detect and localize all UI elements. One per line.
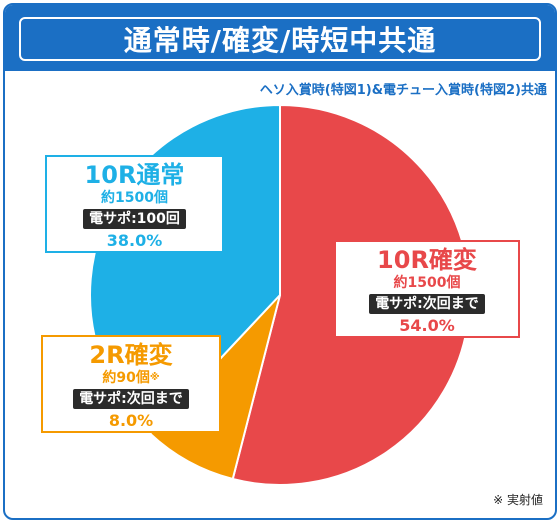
slice-label-2r-kakuhen: 2R確変 約90個※ 電サポ:次回まで 8.0% bbox=[41, 335, 221, 433]
slice-count: 約1500個 bbox=[101, 190, 168, 206]
slice-count: 約1500個 bbox=[393, 275, 461, 291]
footnote: ※ 実射値 bbox=[493, 493, 543, 507]
slice-percent: 38.0% bbox=[106, 231, 163, 250]
slice-percent: 8.0% bbox=[108, 411, 154, 430]
title-bar: 通常時/確変/時短中共通 bbox=[5, 5, 555, 71]
slice-count: 約90個※ bbox=[102, 370, 160, 386]
slice-label-10r-tsujo: 10R通常 約1500個 電サポ:100回 38.0% bbox=[45, 155, 224, 253]
slice-name: 2R確変 bbox=[89, 341, 173, 369]
chart-subtitle: ヘソ入賞時(特図1)&電チュー入賞時(特図2)共通 bbox=[259, 83, 547, 98]
slice-label-10r-kakuhen: 10R確変 約1500個 電サポ:次回まで 54.0% bbox=[334, 240, 520, 338]
slice-percent: 54.0% bbox=[399, 316, 455, 335]
slice-sapo: 電サポ:次回まで bbox=[369, 294, 485, 314]
slice-sapo: 電サポ:100回 bbox=[83, 209, 186, 229]
slice-name: 10R通常 bbox=[84, 161, 185, 189]
slice-name: 10R確変 bbox=[377, 246, 477, 274]
chart-title: 通常時/確変/時短中共通 bbox=[19, 17, 541, 61]
slice-sapo: 電サポ:次回まで bbox=[73, 389, 189, 409]
